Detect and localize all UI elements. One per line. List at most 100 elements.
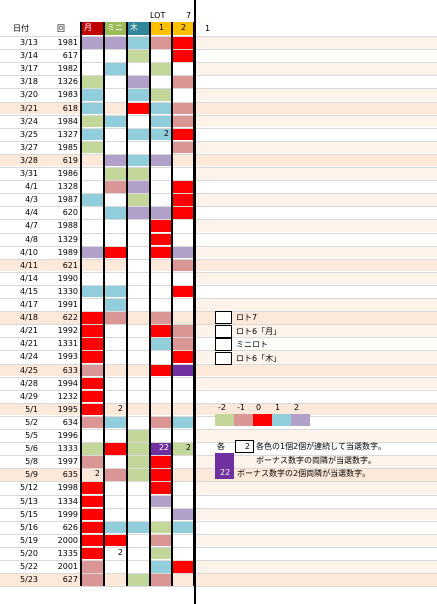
color-cell (172, 350, 194, 363)
date-cell: 3/21 (20, 103, 38, 113)
color-cell (150, 455, 172, 468)
row-line (0, 127, 437, 129)
row-line (0, 36, 437, 37)
legend-label: ロト6「月」 (236, 326, 282, 336)
color-cell (150, 219, 172, 232)
color-cell (81, 193, 103, 206)
color-cell (104, 311, 126, 324)
round-cell: 2000 (57, 535, 78, 545)
color-cell (127, 455, 149, 468)
date-cell: 4/15 (20, 286, 38, 296)
color-cell (81, 573, 103, 586)
color-cell (104, 415, 126, 429)
row-band (195, 284, 437, 298)
color-cell (104, 62, 126, 75)
color-cell (104, 455, 126, 468)
note-bonus-neighbors: ボーナス数字の両隣が当選数字。 (256, 456, 376, 465)
row-line (0, 180, 437, 182)
round-cell: 1997 (57, 457, 78, 467)
color-cell (81, 389, 103, 403)
round-cell: 1993 (57, 352, 78, 362)
color-cell (127, 546, 149, 560)
round-cell: 1983 (57, 90, 78, 100)
bonus-swatch (215, 453, 234, 466)
row-line (0, 114, 437, 116)
round-cell: 1335 (57, 548, 78, 558)
color-cell (150, 520, 172, 534)
thursday-header: 木 (127, 22, 149, 35)
color-cell (150, 533, 172, 547)
row-line (0, 101, 437, 103)
color-cell (172, 193, 194, 206)
date-cell: 3/14 (20, 51, 38, 61)
row-line (0, 219, 437, 221)
scale-swatch (291, 414, 310, 426)
date-cell: 5/15 (20, 509, 38, 519)
row-line (0, 520, 437, 522)
round-cell: 1994 (57, 378, 78, 388)
color-cell (127, 140, 149, 154)
color-cell (127, 232, 149, 246)
color-cell (104, 298, 126, 311)
legend-swatch (215, 338, 232, 351)
color-cell (104, 507, 126, 521)
date-cell: 3/25 (20, 129, 38, 139)
color-cell (127, 167, 149, 180)
round-cell: 1333 (57, 444, 78, 454)
color-cell (150, 507, 172, 521)
round-cell: 1327 (57, 129, 78, 139)
row-band (195, 88, 437, 101)
color-cell (81, 494, 103, 508)
color-cell (104, 101, 126, 115)
color-cell (81, 101, 103, 115)
color-cell (127, 429, 149, 442)
color-cell (150, 494, 172, 508)
color-cell: 2 (81, 468, 103, 481)
date-cell: 3/17 (20, 64, 38, 74)
color-cell (104, 573, 126, 586)
color-cell (150, 153, 172, 167)
row-line (0, 75, 437, 77)
color-cell (172, 468, 194, 481)
row-line (0, 153, 437, 155)
color-cell (104, 206, 126, 219)
date-cell: 3/20 (20, 90, 38, 100)
color-cell (104, 219, 126, 232)
color-cell (104, 153, 126, 167)
month-header: 月 (81, 22, 103, 35)
row-line (0, 573, 437, 575)
color-cell (172, 298, 194, 311)
color-cell (150, 36, 172, 49)
color-cell (81, 298, 103, 311)
scale-label: 1 (275, 403, 281, 412)
date-cell: 4/4 (25, 208, 38, 218)
color-cell (150, 271, 172, 285)
color-cell (150, 232, 172, 246)
row-band (195, 180, 437, 193)
row-line (0, 533, 437, 535)
color-cell (172, 481, 194, 494)
round-cell: 1996 (57, 431, 78, 440)
color-cell (81, 153, 103, 167)
row-band (195, 245, 437, 259)
color-cell (172, 75, 194, 88)
row-band (195, 62, 437, 75)
color-cell (104, 324, 126, 337)
color-cell (81, 337, 103, 350)
color-cell (127, 271, 149, 285)
color-cell (172, 363, 194, 377)
date-cell: 5/16 (20, 522, 38, 532)
date-cell: 5/8 (25, 457, 38, 467)
cell-number: 22 (158, 443, 169, 453)
color-cell (172, 62, 194, 75)
row-line (0, 389, 437, 391)
color-cell (104, 49, 126, 62)
round-cell: 634 (62, 417, 78, 427)
color-cell (150, 350, 172, 363)
round-cell: 1999 (57, 509, 78, 519)
round-cell: 1334 (57, 496, 78, 506)
round-header: 回 (57, 24, 65, 33)
scale-label: 0 (256, 403, 262, 412)
bonus-swatch-2: 22 (215, 466, 234, 479)
color-cell (127, 127, 149, 141)
